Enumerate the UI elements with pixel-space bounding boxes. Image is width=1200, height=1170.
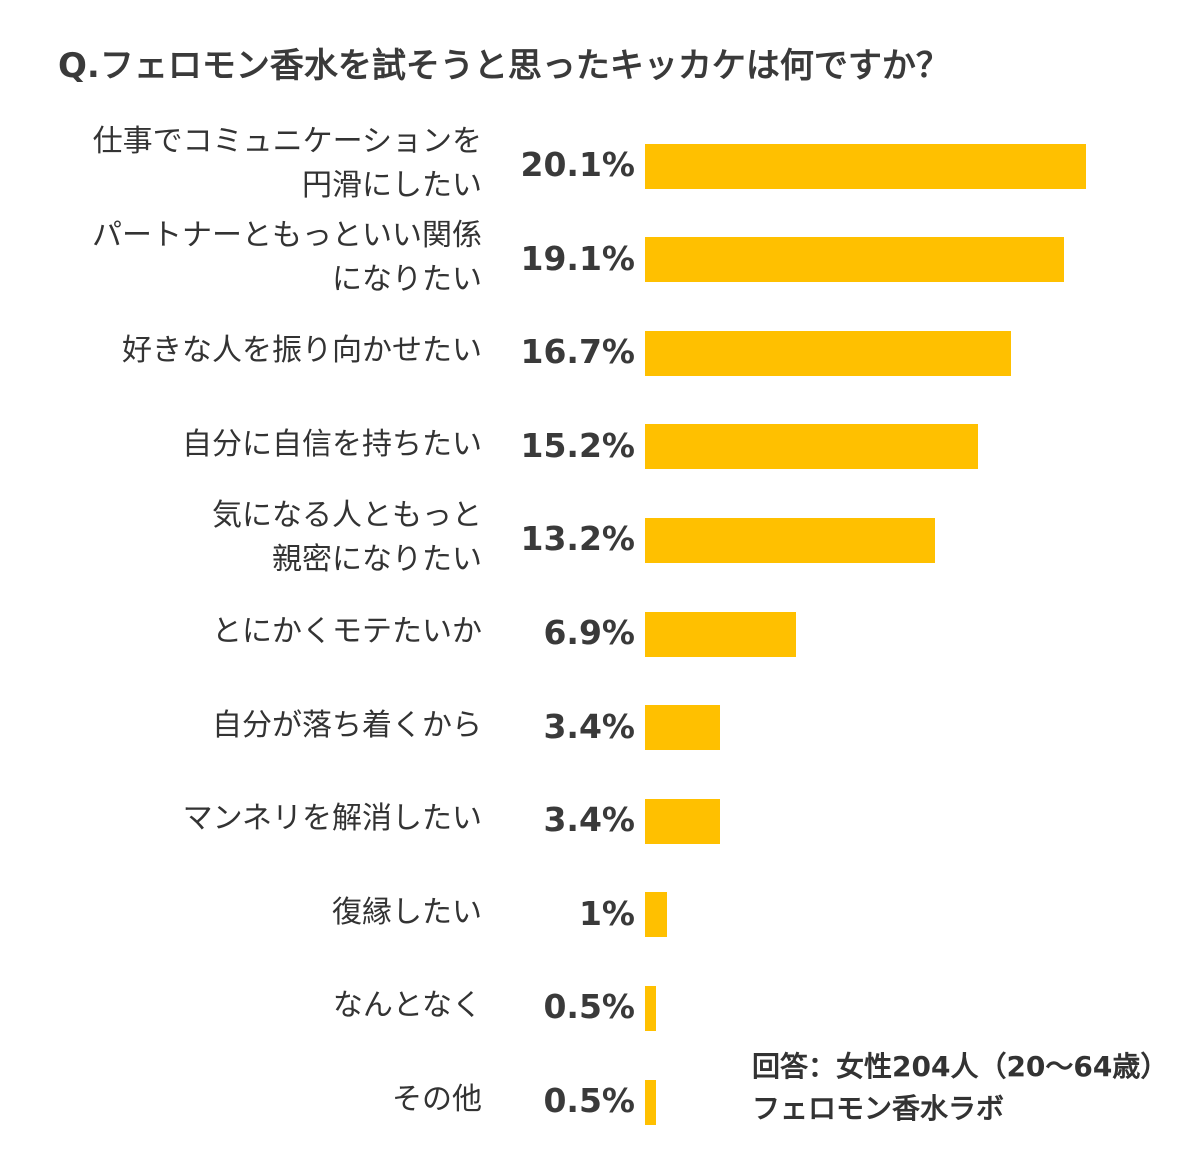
category-label: マンネリを解消したい <box>182 801 482 837</box>
value-label: 6.9% <box>543 613 635 652</box>
value-label: 0.5% <box>543 1081 635 1120</box>
bar <box>645 143 1086 189</box>
value-label: 3.4% <box>543 706 635 746</box>
footnote: 回答：女性204人（20～64歳） フェロモン香水ラボ <box>752 1046 1168 1130</box>
value-label: 19.1% <box>520 238 636 278</box>
value-label: 16.7% <box>520 332 636 372</box>
category-label: 自分が落ち着くから <box>212 707 482 743</box>
category-label: 復縁したい <box>332 894 482 930</box>
value-label: 0.5% <box>543 987 635 1027</box>
category-label: 好きな人を振り向かせたい <box>122 333 482 369</box>
bar <box>645 517 935 563</box>
category-label: 気になる人ともっと 親密になりたい <box>212 498 482 578</box>
category-label: 仕事でコミュニケーションを 円滑にしたい <box>92 124 482 203</box>
category-label: その他 <box>392 1082 482 1117</box>
chart-title: Q.フェロモン香水を試そうと思ったキッカケは何ですか？ <box>58 46 950 86</box>
category-label: パートナーともっといい関係 になりたい <box>92 217 482 297</box>
bar <box>645 985 656 1031</box>
category-label: 自分に自信を持ちたい <box>182 426 482 462</box>
value-label: 15.2% <box>520 425 636 465</box>
respondents-note: 回答：女性204人（20～64歳） <box>752 1050 1169 1083</box>
bar <box>645 611 797 657</box>
bar <box>645 1079 656 1125</box>
value-label: 3.4% <box>543 800 635 840</box>
bar <box>645 705 720 751</box>
category-label: とにかくモテたいか <box>212 614 482 649</box>
value-label: 1% <box>578 893 635 933</box>
value-label: 20.1% <box>520 145 636 184</box>
bar <box>645 237 1065 283</box>
bar <box>645 892 667 938</box>
bar <box>645 424 979 470</box>
value-label: 13.2% <box>520 519 636 559</box>
bar <box>645 330 1012 376</box>
category-label: なんとなく <box>332 988 482 1024</box>
source-note: フェロモン香水ラボ <box>752 1092 1005 1125</box>
bar <box>645 798 720 844</box>
